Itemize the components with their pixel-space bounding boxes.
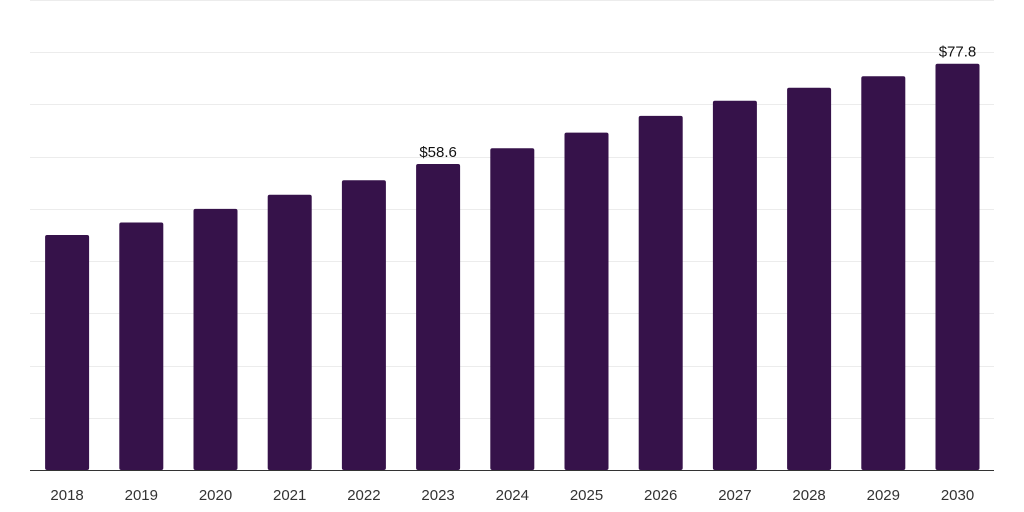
x-tick-label-2021: 2021 bbox=[273, 487, 306, 504]
x-tick-label-2026: 2026 bbox=[644, 487, 677, 504]
bar-2021[interactable] bbox=[267, 194, 312, 471]
data-label-2023: $58.6 bbox=[419, 144, 457, 161]
x-axis-ticks: 2018 2019 2020 2021 2022 2023 2024 2025 2026 2027… bbox=[50, 487, 974, 504]
bar-2030[interactable] bbox=[935, 63, 980, 470]
bar-2022[interactable] bbox=[341, 180, 386, 470]
x-tick-label-2025: 2025 bbox=[570, 487, 603, 504]
bar-2020[interactable] bbox=[193, 208, 238, 470]
x-tick-label-2019: 2019 bbox=[125, 487, 158, 504]
x-tick-label-2027: 2027 bbox=[718, 487, 751, 504]
data-label-2030: $77.8 bbox=[939, 44, 977, 61]
x-tick-label-2022: 2022 bbox=[347, 487, 380, 504]
bar-2024[interactable] bbox=[490, 148, 535, 471]
bar-2028[interactable] bbox=[787, 87, 832, 470]
x-tick-label-2023: 2023 bbox=[421, 487, 454, 504]
x-tick-label-2024: 2024 bbox=[496, 487, 529, 504]
data-labels: $58.6 $77.8 bbox=[419, 44, 976, 161]
bar-2029[interactable] bbox=[861, 76, 906, 470]
bar-2025[interactable] bbox=[564, 132, 609, 470]
x-tick-label-2018: 2018 bbox=[50, 487, 83, 504]
bar-2023[interactable] bbox=[416, 164, 461, 470]
x-tick-label-2020: 2020 bbox=[199, 487, 232, 504]
x-tick-label-2028: 2028 bbox=[792, 487, 825, 504]
bars bbox=[45, 63, 980, 471]
bar-2027[interactable] bbox=[712, 100, 757, 471]
bar-2018[interactable] bbox=[45, 235, 90, 470]
bar-2019[interactable] bbox=[119, 222, 164, 471]
x-tick-label-2030: 2030 bbox=[941, 487, 974, 504]
x-tick-label-2029: 2029 bbox=[867, 487, 900, 504]
bar-2026[interactable] bbox=[638, 115, 683, 471]
